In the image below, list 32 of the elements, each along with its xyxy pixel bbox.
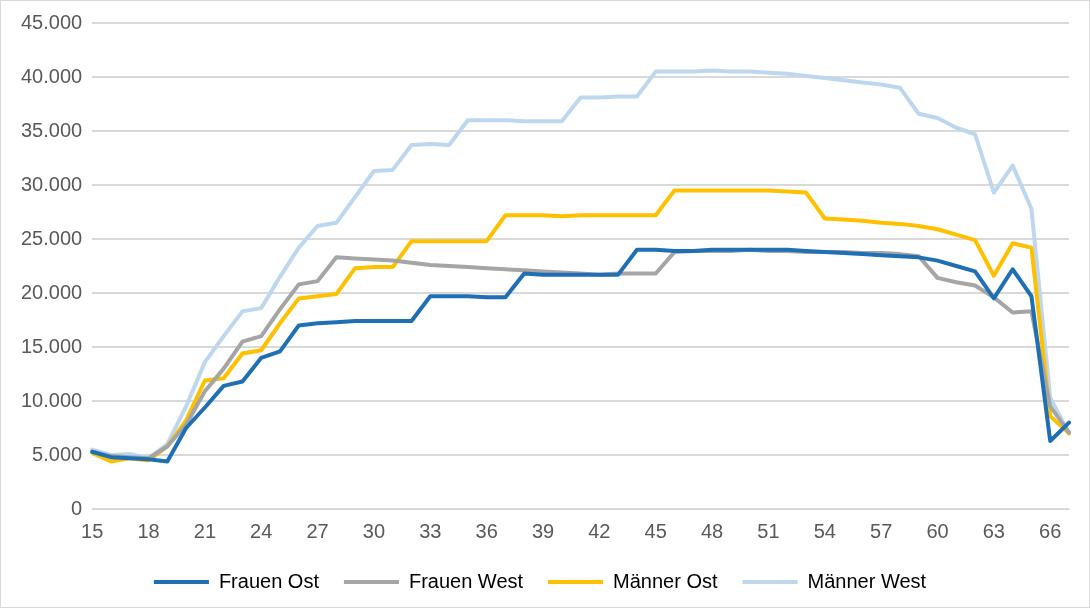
legend-label: Männer Ost	[613, 569, 718, 592]
y-tick-label: 25.000	[21, 226, 83, 249]
y-tick-label: 20.000	[21, 280, 83, 303]
x-tick-label: 15	[81, 519, 104, 542]
x-tick-label: 21	[193, 519, 217, 542]
x-tick-label: 42	[588, 519, 611, 542]
x-tick-label: 54	[813, 519, 836, 542]
y-tick-label: 10.000	[21, 388, 83, 411]
legend-label: Frauen West	[408, 569, 524, 592]
y-tick-label: 5.000	[32, 442, 83, 465]
x-tick-label: 36	[475, 519, 498, 542]
x-tick-label: 18	[137, 519, 160, 542]
x-tick-label: 57	[870, 519, 893, 542]
x-tick-label: 33	[419, 519, 442, 542]
x-tick-label: 66	[1039, 519, 1062, 542]
x-tick-label: 51	[757, 519, 780, 542]
y-tick-label: 35.000	[21, 118, 83, 141]
y-tick-label: 45.000	[21, 10, 83, 33]
x-tick-label: 45	[644, 519, 667, 542]
x-tick-label: 30	[362, 519, 386, 542]
x-tick-label: 24	[250, 519, 273, 542]
x-tick-label: 27	[306, 519, 329, 542]
y-tick-label: 30.000	[21, 172, 83, 195]
y-tick-label: 40.000	[21, 64, 83, 87]
x-tick-label: 60	[926, 519, 949, 542]
legend-label: Frauen Ost	[218, 569, 320, 592]
x-tick-label: 63	[982, 519, 1005, 542]
legend-label: Männer West	[807, 569, 927, 592]
y-tick-label: 15.000	[21, 334, 83, 357]
x-tick-label: 39	[531, 519, 555, 542]
x-tick-label: 48	[700, 519, 724, 542]
y-tick-label: 0	[71, 496, 83, 519]
